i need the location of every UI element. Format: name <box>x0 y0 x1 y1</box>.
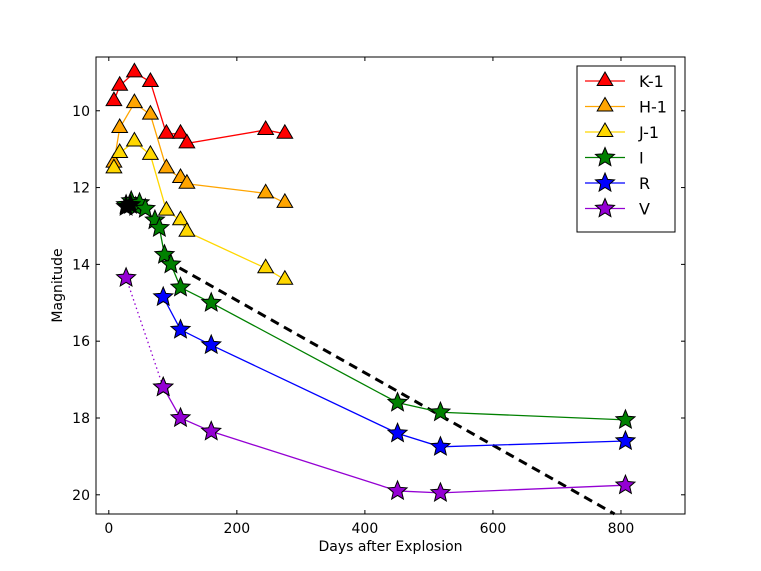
y-tick-label: 14 <box>72 257 90 273</box>
data-point-H-1-2 <box>125 93 144 109</box>
x-tick-label: 0 <box>104 521 113 537</box>
data-point-J-1-6 <box>178 221 196 237</box>
plot-area <box>105 62 637 516</box>
x-tick-label: 400 <box>352 521 379 537</box>
data-point-I-6 <box>148 216 171 238</box>
reference-dashed-line <box>165 259 616 516</box>
legend-marker-I <box>594 146 616 167</box>
legend-marker-V <box>594 197 616 218</box>
axes: 0 200 400 600 800 10 12 14 16 18 20 <box>72 57 685 537</box>
legend-label-H-1: H-1 <box>639 98 667 117</box>
data-point-V-1 <box>169 406 192 428</box>
data-point-J-1-0 <box>105 158 123 174</box>
data-point-K-1-7 <box>256 119 275 135</box>
legend-marker-K-1 <box>596 71 614 86</box>
data-point-J-1-1 <box>110 143 129 159</box>
data-point-J-1-2 <box>125 131 144 147</box>
legend-label-K-1: K-1 <box>639 72 664 91</box>
legend-label-R: R <box>639 174 650 193</box>
data-point-R-3 <box>386 422 409 443</box>
series-line-extra-6 <box>125 277 164 388</box>
data-point-J-1-3 <box>141 144 160 160</box>
x-tick-label: 200 <box>223 521 250 537</box>
data-point-H-1-4 <box>157 158 176 174</box>
data-point-R-0 <box>152 285 174 307</box>
y-tick-label: 16 <box>72 334 90 350</box>
data-point-H-1-7 <box>256 183 275 199</box>
data-point-V-4 <box>429 481 452 503</box>
data-point-V-3 <box>386 479 409 501</box>
data-point-K-1-8 <box>276 123 294 139</box>
series-line-V <box>162 386 626 494</box>
data-point-extra-6-1 <box>152 375 174 397</box>
data-point-V-2 <box>200 420 222 441</box>
y-axis-label: Magnitude <box>50 248 66 322</box>
data-point-K-1-5 <box>171 123 190 139</box>
series-line-H-1 <box>113 102 286 204</box>
data-point-I-4 <box>134 197 157 218</box>
data-point-R-5 <box>614 429 637 451</box>
data-point-V-5 <box>614 473 637 495</box>
x-axis-label: Days after Explosion <box>318 539 462 555</box>
data-point-I-11 <box>386 391 409 412</box>
y-tick-label: 12 <box>72 181 90 197</box>
data-point-I-10 <box>200 291 222 312</box>
y-tick-label: 20 <box>72 488 90 504</box>
data-point-R-1 <box>169 318 192 339</box>
data-point-I-8 <box>160 253 182 274</box>
data-point-K-1-1 <box>110 75 129 91</box>
data-point-H-1-8 <box>276 192 294 208</box>
x-tick-label: 800 <box>608 521 635 537</box>
data-point-K-1-6 <box>178 133 196 149</box>
data-point-J-1-8 <box>276 269 294 285</box>
legend-label-V: V <box>639 200 650 219</box>
legend-label-I: I <box>639 149 644 168</box>
x-tick-label: 600 <box>480 521 507 537</box>
legend-marker-J-1 <box>596 122 614 137</box>
data-point-K-1-3 <box>141 71 160 87</box>
legend-box <box>576 65 676 233</box>
legend: K-1 H-1 J-1 IRV <box>576 65 676 233</box>
data-point-J-1-5 <box>171 210 190 226</box>
data-point-I-13 <box>614 408 637 430</box>
data-point-R-2 <box>200 333 222 355</box>
legend-label-J-1: J-1 <box>638 123 659 142</box>
data-point-H-1-3 <box>141 104 160 120</box>
y-tick-label: 18 <box>72 411 90 427</box>
data-point-J-1-7 <box>256 258 275 274</box>
data-point-I-12 <box>429 400 452 422</box>
legend-marker-R <box>594 171 616 193</box>
legend-marker-H-1 <box>596 96 614 112</box>
y-tick-label: 10 <box>72 104 90 120</box>
data-point-H-1-6 <box>178 173 196 189</box>
series-line-R <box>162 296 626 448</box>
data-point-H-1-1 <box>110 118 129 134</box>
data-point-K-1-4 <box>157 123 176 139</box>
data-point-K-1-2 <box>125 62 144 78</box>
data-point-I-9 <box>169 276 192 297</box>
data-point-R-4 <box>429 435 452 456</box>
data-point-black-1 <box>119 193 142 214</box>
data-point-extra-6-0 <box>115 266 137 287</box>
data-point-K-1-0 <box>105 91 123 107</box>
data-point-J-1-4 <box>157 200 176 216</box>
plot-frame <box>95 56 686 515</box>
series-line-I <box>125 200 626 421</box>
